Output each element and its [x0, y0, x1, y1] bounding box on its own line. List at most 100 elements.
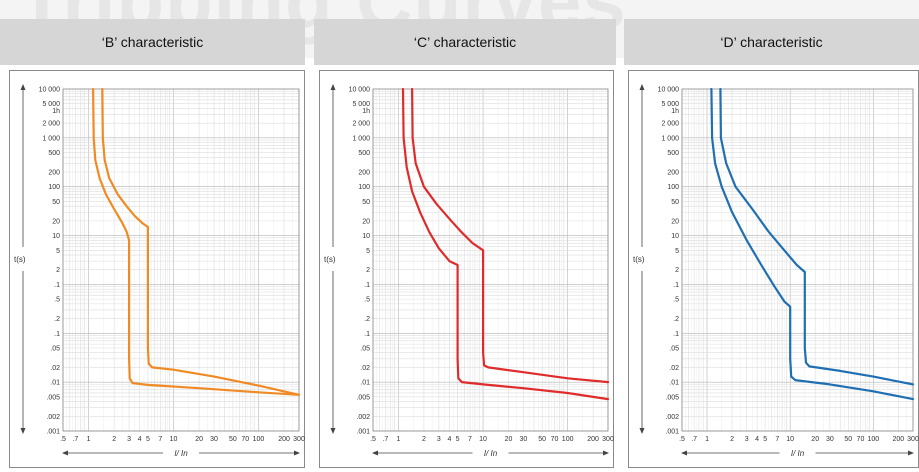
grid — [681, 89, 914, 432]
x-tick-label: 20 — [195, 436, 203, 443]
y-tick-label: .01 — [669, 380, 679, 387]
x-tick-label: 5 — [456, 436, 460, 443]
x-tick-label: 7 — [158, 436, 162, 443]
x-tick-label: 200 — [893, 436, 905, 443]
y-tick-label: 5 000 — [661, 101, 679, 108]
y-tick-label: 20 — [671, 218, 679, 225]
y-tick-label: 10 — [362, 233, 370, 240]
y-tick-label: .001 — [356, 429, 370, 436]
y-tick-label: 500 — [48, 150, 60, 157]
y-tick-label: 5 — [366, 248, 370, 255]
x-tick-label: 4 — [447, 436, 451, 443]
y-tick-label: 2 — [675, 267, 679, 274]
x-axis-label: I/ In — [484, 449, 498, 458]
y-tick-label: .005 — [665, 394, 679, 401]
y-tick-label: 50 — [671, 199, 679, 206]
plot-frame — [372, 88, 609, 432]
x-tick-label: 300 — [907, 436, 919, 443]
x-tick-label: .5 — [370, 436, 376, 443]
y-axis-arrow-down — [639, 428, 645, 434]
tripping-curve-lower — [92, 87, 301, 396]
y-tick-label: 20 — [362, 218, 370, 225]
x-tick-label: 3 — [437, 436, 441, 443]
x-axis-arrow-left — [681, 450, 687, 456]
y-tick-label: 100 — [358, 184, 370, 191]
x-tick-label: 200 — [587, 436, 599, 443]
y-tick-label: .2 — [364, 316, 370, 323]
y-tick-label: 5 — [56, 248, 60, 255]
tripping-curve-lower — [710, 87, 915, 401]
y-tick-label: .5 — [364, 297, 370, 304]
y-tick-label: .02 — [360, 365, 370, 372]
x-tick-label: 50 — [538, 436, 546, 443]
y-tick-label: 20 — [52, 218, 60, 225]
x-tick-label: 2 — [112, 436, 116, 443]
x-tick-label: 70 — [241, 436, 249, 443]
y-tick-label: 200 — [358, 170, 370, 177]
x-axis-label: I/ In — [174, 449, 188, 458]
y-tick-label: 1h — [671, 108, 679, 115]
tripping-curve-upper — [719, 87, 915, 386]
x-tick-label: 10 — [786, 436, 794, 443]
y-tick-label: .1 — [673, 331, 679, 338]
tab-c-characteristic[interactable]: ‘C’ characteristic — [314, 19, 616, 65]
x-tick-label: 50 — [229, 436, 237, 443]
y-tick-label: 1h — [362, 108, 370, 115]
y-tick-label: 10 000 — [349, 87, 371, 94]
x-tick-label: 30 — [826, 436, 834, 443]
x-tick-label: 4 — [138, 436, 142, 443]
x-tick-label: 7 — [468, 436, 472, 443]
x-axis-arrow-left — [62, 450, 68, 456]
x-tick-label: 100 — [562, 436, 574, 443]
y-axis-label: t(s) — [324, 255, 336, 264]
y-tick-label: 200 — [48, 170, 60, 177]
x-tick-label: 4 — [755, 436, 759, 443]
tripping-curve-upper — [411, 87, 610, 384]
x-tick-label: 100 — [867, 436, 879, 443]
x-axis-arrow-right — [603, 450, 609, 456]
y-axis-label: t(s) — [14, 255, 26, 264]
y-tick-label: 500 — [667, 150, 679, 157]
y-tick-label: 1 000 — [661, 135, 679, 142]
y-tick-label: 100 — [48, 184, 60, 191]
x-tick-label: 70 — [551, 436, 559, 443]
x-tick-label: 200 — [278, 436, 290, 443]
x-tick-label: 100 — [253, 436, 265, 443]
x-tick-label: 3 — [745, 436, 749, 443]
y-tick-label: .002 — [46, 414, 60, 421]
y-tick-label: .005 — [356, 394, 370, 401]
y-tick-label: 10 000 — [39, 87, 61, 94]
x-axis-arrow-left — [372, 450, 378, 456]
x-tick-label: 1 — [397, 436, 401, 443]
tab-d-characteristic[interactable]: ‘D’ characteristic — [624, 19, 919, 65]
y-tick-label: .01 — [50, 380, 60, 387]
x-tick-label: .5 — [60, 436, 66, 443]
x-tick-label: 2 — [422, 436, 426, 443]
y-axis-label: t(s) — [633, 255, 645, 264]
plot-frame — [681, 88, 914, 432]
x-tick-label: .5 — [679, 436, 685, 443]
x-axis-arrow-right — [908, 450, 914, 456]
x-tick-label: .7 — [72, 436, 78, 443]
x-tick-label: 10 — [170, 436, 178, 443]
y-tick-label: .001 — [46, 429, 60, 436]
y-tick-label: 1h — [52, 108, 60, 115]
y-tick-label: .5 — [54, 297, 60, 304]
y-tick-label: 5 — [675, 248, 679, 255]
x-tick-label: 300 — [293, 436, 305, 443]
x-tick-label: 30 — [520, 436, 528, 443]
x-tick-label: 20 — [505, 436, 513, 443]
x-tick-label: 7 — [775, 436, 779, 443]
y-tick-label: 500 — [358, 150, 370, 157]
chart-panel-c: 10 000 5 000 1h 2 000 1 000 500 200 100 50 20 10 5 2… — [319, 70, 614, 468]
y-tick-label: .05 — [669, 345, 679, 352]
y-tick-label: 2 000 — [352, 121, 370, 128]
x-axis-label: I/ In — [791, 449, 805, 458]
y-tick-label: 10 000 — [658, 87, 680, 94]
y-tick-label: .05 — [50, 345, 60, 352]
tab-b-characteristic[interactable]: ‘B’ characteristic — [0, 19, 305, 65]
y-tick-label: 1 000 — [352, 135, 370, 142]
y-tick-label: .5 — [673, 297, 679, 304]
